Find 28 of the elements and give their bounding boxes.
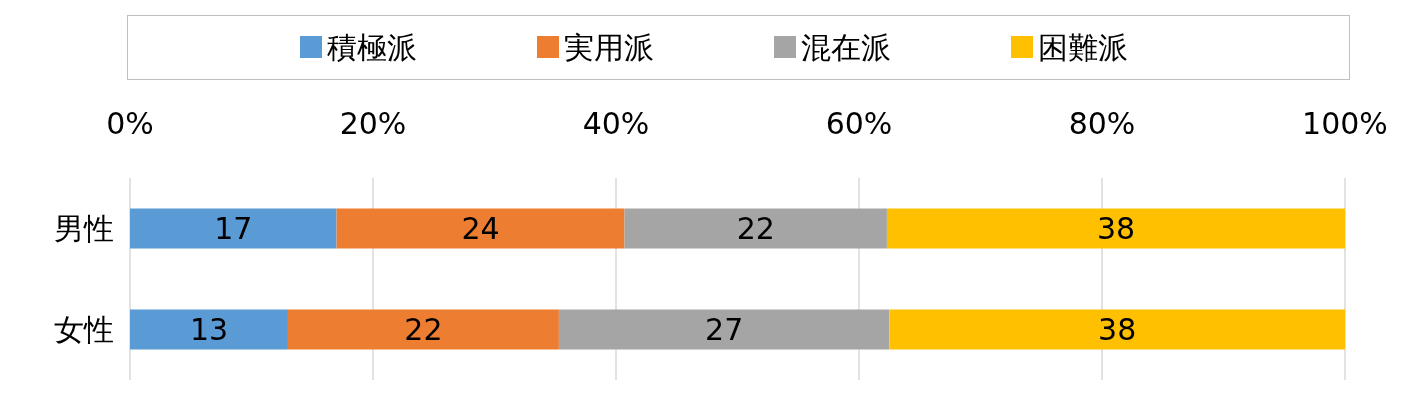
x-tick-label: 100% [1302,105,1388,141]
data-label: 22 [736,211,775,246]
bar [130,309,288,350]
bar [886,208,1345,249]
legend-label: 実用派 [564,29,654,65]
bar [336,208,625,249]
x-tick-label: 0% [106,105,154,141]
x-tick-label: 40% [582,105,650,141]
data-label: 22 [404,312,443,347]
bar [889,309,1345,350]
legend-label: 困難派 [1038,29,1128,65]
data-label: 13 [189,312,229,347]
legend-label: 混在派 [801,29,891,65]
bar [624,208,887,249]
data-label: 38 [1096,211,1136,246]
x-tick-label: 60% [825,105,893,141]
bar [558,309,890,350]
bar [287,309,559,350]
x-tick-label: 20% [339,105,407,141]
data-label: 24 [461,211,500,246]
data-label: 27 [705,312,744,347]
bar [130,208,337,249]
data-label: 17 [214,211,253,246]
data-label: 38 [1098,312,1137,347]
legend-label: 積極派 [327,29,417,65]
x-tick-label: 80% [1068,105,1136,141]
y-tick-label: 女性 [54,312,114,347]
y-tick-label: 男性 [54,211,114,246]
